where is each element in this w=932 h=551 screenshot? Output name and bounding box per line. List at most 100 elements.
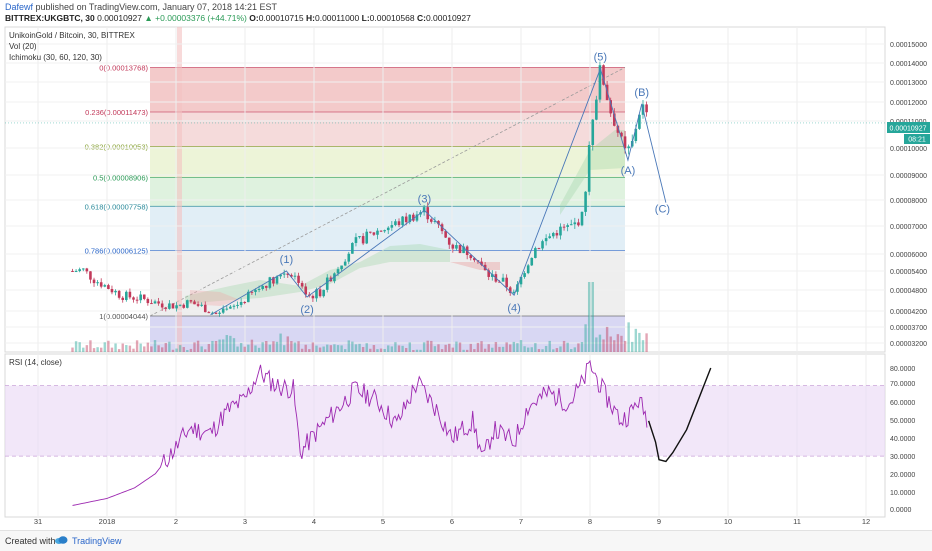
chart-canvas[interactable]: 0(0.00013768) 0.236(0.00011473) 0.382(0.00…	[0, 0, 932, 530]
candle-body	[171, 303, 175, 309]
candle-body	[379, 230, 383, 232]
volume-bar	[261, 342, 264, 352]
volume-bar	[343, 349, 347, 352]
volume-bar	[225, 335, 228, 352]
volume-bar	[351, 341, 354, 352]
volume-bar	[329, 345, 333, 352]
volume-bar	[107, 340, 110, 352]
x-tick-label: 3	[243, 517, 247, 526]
volume-bar	[336, 345, 340, 352]
candle-body	[225, 308, 229, 310]
candle-body	[150, 303, 153, 305]
volume-bar	[300, 348, 304, 352]
candle-body	[275, 276, 279, 284]
volume-bar	[272, 341, 275, 352]
rsi-tick-label: 40.0000	[890, 436, 915, 443]
candle-body	[401, 216, 404, 226]
volume-bar	[161, 347, 164, 352]
candle-body	[480, 261, 483, 265]
candle-body	[78, 269, 81, 272]
candle-body	[103, 285, 107, 287]
volume-bar	[509, 344, 512, 352]
volume-bar	[577, 343, 580, 352]
price-pane[interactable]	[4, 26, 886, 353]
volume-bar	[135, 340, 139, 352]
rsi-tick-label: 70.0000	[890, 381, 915, 388]
candle-body	[415, 214, 419, 221]
volume-bar	[430, 340, 433, 352]
candle-body	[602, 65, 605, 85]
x-tick-label: 10	[724, 517, 732, 526]
candle-body	[300, 282, 304, 287]
rsi-tick-label: 0.0000	[890, 507, 912, 514]
legend-ichimoku: Ichimoku (30, 60, 120, 30)	[9, 53, 102, 62]
candle-body	[254, 289, 257, 292]
legend-rsi: RSI (14, close)	[9, 358, 62, 367]
volume-bar	[634, 328, 638, 352]
price-tick-label: 0.00010000	[890, 146, 927, 153]
candle-body	[566, 225, 569, 227]
l-label: L:	[361, 13, 370, 23]
candle-body	[297, 275, 300, 283]
volume-bar	[494, 342, 498, 352]
candle-body	[422, 207, 426, 213]
candle-body	[71, 271, 74, 272]
candle-body	[325, 277, 329, 290]
candle-body	[620, 132, 623, 137]
volume-bar	[89, 340, 92, 352]
tradingview-link[interactable]: TradingView	[72, 536, 122, 546]
fib-level-label: 0.618(0.00007758)	[85, 202, 149, 211]
volume-bar	[85, 345, 89, 352]
candle-body	[128, 291, 132, 298]
volume-bar	[379, 348, 383, 352]
wave-label: (C)	[655, 204, 670, 216]
ichimoku-cloud	[185, 130, 625, 306]
candle-body	[214, 312, 218, 314]
volume-bar	[103, 342, 106, 352]
volume-bar	[433, 346, 437, 352]
rsi-line	[72, 359, 648, 506]
candle-body	[74, 271, 78, 273]
fib-retracement[interactable]: 0(0.00013768) 0.236(0.00011473) 0.382(0.00…	[85, 27, 626, 352]
volume-bar	[519, 340, 523, 352]
candle-body	[196, 304, 200, 306]
candle-body	[336, 269, 340, 274]
elliott-wave[interactable]: (1) (2) (3) (4) (5) (A) (B) (C)	[210, 52, 671, 316]
volume-bar	[426, 340, 429, 352]
candle-body	[239, 302, 243, 305]
volume-bar	[458, 342, 462, 352]
candle-body	[444, 231, 447, 238]
volume-bar	[616, 334, 620, 352]
fib-band-lower	[150, 315, 625, 352]
elliott-wave-line[interactable]	[210, 67, 667, 316]
wave-label: (B)	[634, 87, 649, 99]
volume-bar	[275, 341, 279, 352]
candle-body	[153, 301, 157, 304]
ohlc-bar: BITTREX:UKGBTC, 30 0.00010927 ▲ +0.00003…	[5, 13, 471, 23]
x-tick-label: 31	[34, 517, 42, 526]
ichimoku-cloud-region	[185, 244, 450, 304]
candle-body	[311, 295, 315, 299]
volume-bar	[153, 340, 157, 352]
candle-body	[523, 273, 526, 277]
candle-body	[218, 312, 221, 314]
x-tick-label: 11	[793, 517, 801, 526]
volume-bar	[182, 347, 185, 352]
candle-body	[598, 65, 602, 100]
volume-bar	[544, 345, 548, 352]
volume-bar	[562, 340, 566, 352]
publish-text: published on TradingView.com, January 07…	[35, 2, 278, 12]
volume-bar	[437, 344, 440, 352]
candle-body	[587, 145, 591, 192]
volume-bar	[139, 343, 142, 352]
author-link[interactable]: Dafewf	[5, 2, 34, 12]
candle-body	[232, 305, 236, 307]
legend-vol: Vol (20)	[9, 42, 37, 51]
candle-body	[99, 282, 103, 287]
volume-bar	[559, 346, 562, 352]
grid	[5, 27, 885, 517]
candle-body	[168, 303, 171, 309]
close-label: 0.00010927	[97, 13, 143, 23]
candle-body	[318, 289, 322, 297]
candle-body	[125, 291, 128, 300]
